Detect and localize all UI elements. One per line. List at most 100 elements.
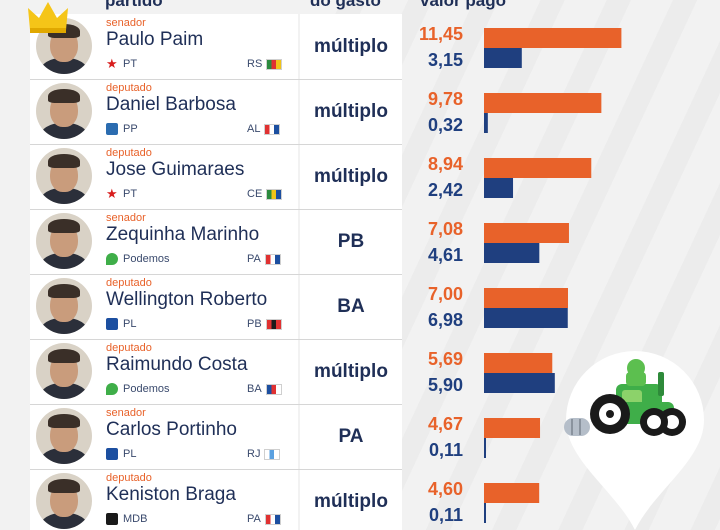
local-do-gasto: múltiplo <box>314 35 388 57</box>
bar-pago <box>484 178 514 198</box>
row-divider <box>30 404 402 405</box>
party-label: PP <box>106 123 138 135</box>
table-row: senador Carlos Portinho PL RJ PA 4,67 0,… <box>30 404 480 469</box>
state-flag-icon <box>265 383 282 395</box>
bar-pago <box>484 113 488 133</box>
local-do-gasto: BA <box>337 295 365 317</box>
bar-pago <box>484 48 522 68</box>
state-label: AL <box>247 123 281 135</box>
politician-name: Wellington Roberto <box>106 289 268 310</box>
politician-name: Daniel Barbosa <box>106 94 236 115</box>
state-flag-icon <box>265 318 282 330</box>
party-name: PT <box>123 188 138 200</box>
party-label: PL <box>106 448 136 460</box>
politician-name: Raimundo Costa <box>106 354 248 375</box>
row-divider <box>30 144 402 145</box>
bar-empenhado <box>484 223 569 243</box>
local-do-gasto: múltiplo <box>314 360 388 382</box>
bar-pago <box>484 503 486 523</box>
pt-star-icon: ★ <box>106 56 118 71</box>
value-pago: 4,61 <box>427 245 463 265</box>
row-divider <box>30 274 402 275</box>
state-code: BA <box>247 383 262 395</box>
party-name: PT <box>123 58 138 70</box>
avatar <box>36 473 92 529</box>
table-row: deputado Keniston Braga MDB PA múltiplo … <box>30 469 480 530</box>
value-empenhado: 4,67 <box>427 414 463 434</box>
state-code: PB <box>247 318 262 330</box>
pl-icon <box>106 318 118 330</box>
bar-empenhado <box>484 418 541 438</box>
bar-empenhado <box>484 288 568 308</box>
table-row: senador Zequinha Marinho Podemos PA PB 7… <box>30 209 480 274</box>
state-flag-icon <box>264 253 281 265</box>
party-name: Podemos <box>123 383 170 395</box>
value-pago: 2,42 <box>427 180 463 200</box>
header-local-gasto: do gasto <box>310 0 381 10</box>
value-pago: 0,11 <box>428 505 463 525</box>
state-label: BA <box>247 383 282 395</box>
role-label: senador <box>106 407 146 419</box>
local-do-gasto: múltiplo <box>314 165 388 187</box>
value-pago: 3,15 <box>427 50 463 70</box>
politician-name: Jose Guimaraes <box>106 159 245 180</box>
bar-empenhado <box>484 483 540 503</box>
bar-pago <box>484 308 568 328</box>
podemos-icon <box>106 383 118 395</box>
role-label: deputado <box>106 147 152 159</box>
state-label: RJ <box>247 448 281 460</box>
state-flag-icon <box>264 123 281 135</box>
mdb-icon <box>106 513 118 525</box>
state-label: PA <box>247 513 281 525</box>
state-label: PA <box>247 253 281 265</box>
local-do-gasto: múltiplo <box>314 100 388 122</box>
party-name: Podemos <box>123 253 170 265</box>
local-do-gasto: PB <box>337 230 365 252</box>
politician-name: Paulo Paim <box>106 29 204 50</box>
value-empenhado: 7,00 <box>427 284 463 304</box>
party-name: PL <box>123 448 137 460</box>
value-pago: 0,11 <box>428 440 463 460</box>
party-label: MDB <box>106 513 147 525</box>
avatar <box>36 213 92 269</box>
local-do-gasto: múltiplo <box>314 490 388 512</box>
bar-empenhado <box>484 353 553 373</box>
state-code: PA <box>247 253 261 265</box>
value-empenhado: 9,78 <box>427 89 463 109</box>
table-row: deputado Wellington Roberto PL PB BA 7,0… <box>30 274 480 339</box>
row-divider <box>30 469 402 470</box>
table-row: deputado Jose Guimaraes ★ PT CE múltiplo… <box>30 144 480 209</box>
state-label: CE <box>247 188 283 200</box>
role-label: senador <box>106 17 146 29</box>
state-label: PB <box>247 318 282 330</box>
state-code: PA <box>247 513 261 525</box>
value-empenhado: 7,08 <box>427 219 463 239</box>
avatar <box>36 83 92 139</box>
bar-pago <box>484 438 486 458</box>
header-partido: partido <box>105 0 163 10</box>
bar-chart <box>484 28 622 523</box>
state-code: CE <box>247 188 263 200</box>
state-code: RS <box>247 58 263 70</box>
local-do-gasto: PA <box>338 425 364 447</box>
value-pago: 6,98 <box>427 310 463 330</box>
pt-star-icon: ★ <box>106 186 118 201</box>
state-label: RS <box>247 58 283 70</box>
role-label: deputado <box>106 472 152 484</box>
table-row: deputado Raimundo Costa Podemos BA múlti… <box>30 339 480 404</box>
state-flag-icon <box>266 188 283 200</box>
local-column <box>300 14 402 530</box>
row-divider <box>30 79 402 80</box>
table-row: deputado Daniel Barbosa PP AL múltiplo 9… <box>30 79 480 144</box>
bar-pago <box>484 243 540 263</box>
value-pago: 0,32 <box>427 115 463 135</box>
podemos-icon <box>106 253 118 265</box>
value-empenhado: 4,60 <box>427 479 463 499</box>
bar-empenhado <box>484 28 622 48</box>
politician-name: Carlos Portinho <box>106 419 237 440</box>
party-label: Podemos <box>106 383 169 395</box>
value-empenhado: 5,69 <box>427 349 463 369</box>
state-flag-icon <box>264 448 281 460</box>
row-divider <box>30 339 402 340</box>
role-label: deputado <box>106 82 152 94</box>
